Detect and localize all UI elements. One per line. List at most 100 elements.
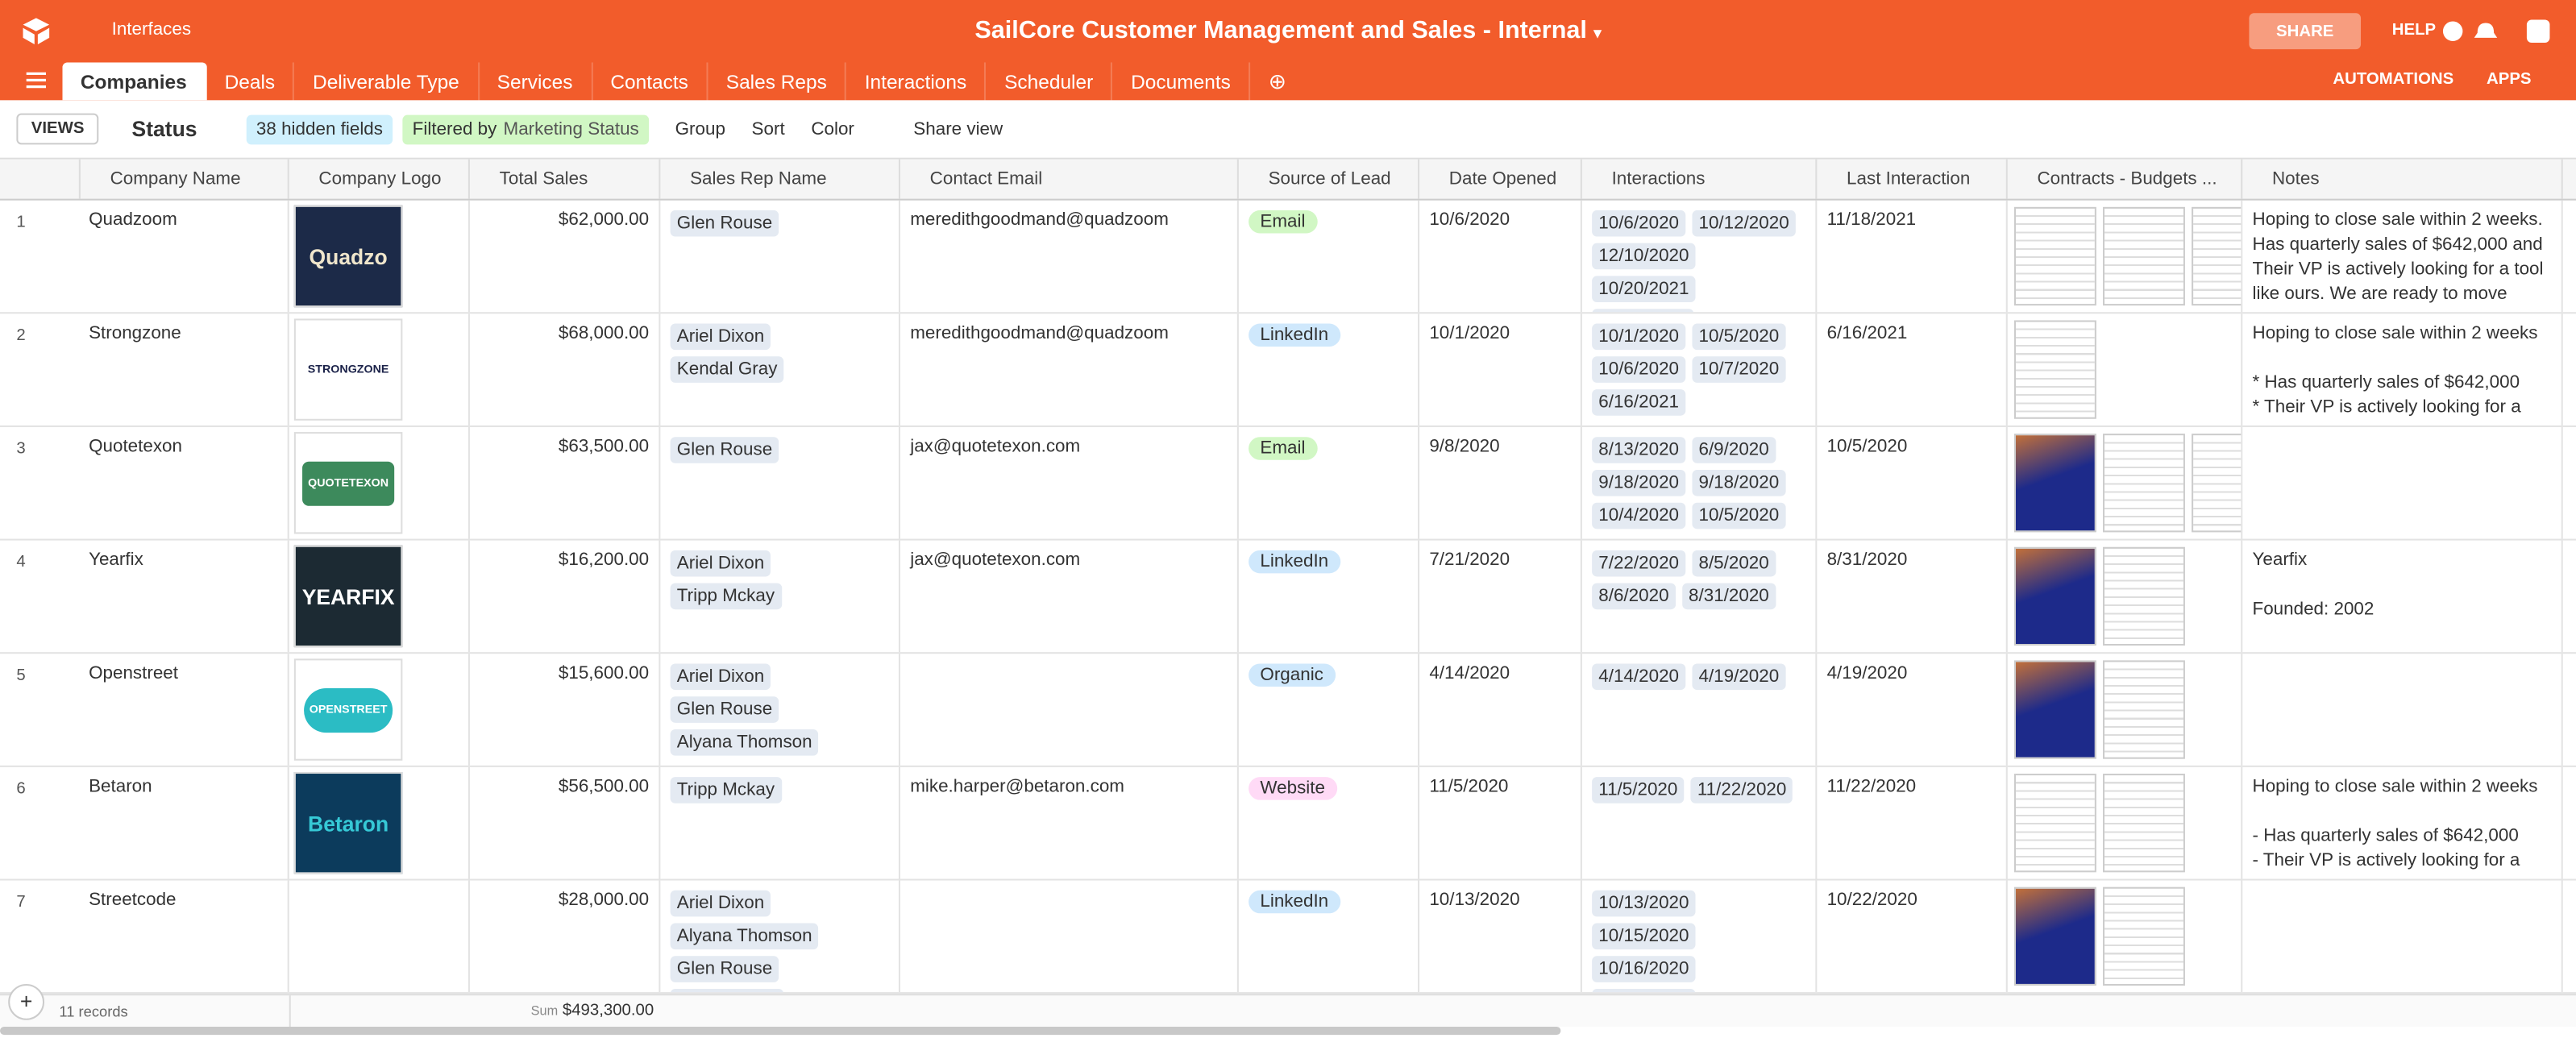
base-title-text[interactable]: SailCore Customer Management and Sales -… (974, 16, 1586, 44)
record-row[interactable]: 2StrongzoneSTRONGZONE$68,000.00Ariel Dix… (0, 313, 2576, 427)
record-row[interactable]: 1QuadzoomQuadzo$62,000.00Glen Rousemered… (0, 201, 2576, 314)
sales-rep-chip[interactable]: Kendal Gray (671, 989, 784, 992)
interaction-chip[interactable]: 7/22/2020 (1592, 550, 1685, 577)
attachment-thumbnail[interactable] (2014, 547, 2096, 646)
interaction-chip[interactable]: 10/5/2020 (1692, 503, 1785, 529)
view-name[interactable]: Status (132, 117, 197, 142)
column-header[interactable]: Notes (2242, 160, 2562, 199)
column-header[interactable]: Total Sales (470, 160, 660, 199)
interaction-chip[interactable]: 4/19/2020 (1692, 663, 1785, 690)
sales-rep-chip[interactable]: Ariel Dixon (671, 550, 771, 577)
interaction-chip[interactable]: 10/5/2020 (1692, 324, 1785, 351)
tab[interactable]: Contacts (592, 62, 708, 100)
interaction-chip[interactable]: 10/16/2020 (1592, 956, 1696, 982)
column-header[interactable]: Last Interaction (1817, 160, 2007, 199)
automations-button[interactable]: AUTOMATIONS (2333, 71, 2453, 89)
interaction-chip[interactable]: 11/22/2020 (1691, 777, 1793, 803)
attachment-thumbnail[interactable] (2192, 207, 2242, 305)
record-row[interactable]: 6BetaronBetaron$56,500.00Tripp Mckaymike… (0, 767, 2576, 881)
color-button[interactable]: Color (811, 119, 854, 139)
interaction-chip[interactable]: 10/12/2020 (1692, 210, 1796, 237)
interaction-chip[interactable]: 8/31/2020 (1682, 583, 1776, 610)
interaction-chip[interactable]: 10/1/2020 (1592, 324, 1685, 351)
interaction-chip[interactable]: 9/18/2020 (1592, 470, 1685, 496)
tab[interactable]: Documents (1113, 62, 1251, 100)
column-header[interactable]: Date Opened (1419, 160, 1582, 199)
interaction-chip[interactable]: 10/6/2020 (1592, 356, 1685, 383)
share-view-button[interactable]: Share view (913, 119, 1003, 139)
column-header[interactable]: Interactions (1582, 160, 1817, 199)
column-header[interactable]: Source of Lead (1239, 160, 1419, 199)
tab[interactable]: Companies (62, 62, 206, 100)
sort-button[interactable]: Sort (752, 119, 785, 139)
sales-rep-chip[interactable]: Ariel Dixon (671, 324, 771, 351)
horizontal-scrollbar[interactable] (0, 1027, 1560, 1035)
sales-rep-chip[interactable]: Tripp Mckay (671, 777, 782, 803)
apps-button[interactable]: APPS (2487, 71, 2532, 89)
filter-button[interactable]: Filtered byMarketing Status (402, 114, 649, 144)
column-header[interactable]: Company Name (79, 160, 289, 199)
attachment-thumbnail[interactable] (2014, 207, 2096, 305)
attachment-thumbnail[interactable] (2103, 547, 2185, 646)
interaction-chip[interactable]: 8/13/2020 (1592, 437, 1685, 463)
tab[interactable]: Deals (206, 62, 294, 100)
interaction-chip[interactable]: 4/14/2020 (1592, 663, 1685, 690)
attachment-thumbnail[interactable] (2103, 660, 2185, 758)
interaction-chip[interactable]: 11/5/2020 (1592, 777, 1684, 803)
sales-rep-chip[interactable]: Glen Rouse (671, 210, 779, 237)
attachment-thumbnail[interactable] (2103, 434, 2185, 532)
interaction-chip[interactable]: 10/6/2020 (1592, 210, 1685, 237)
interaction-chip[interactable]: 10/15/2020 (1592, 924, 1696, 950)
tab[interactable]: Deliverable Type (295, 62, 480, 100)
select-all[interactable] (0, 160, 79, 199)
sales-rep-chip[interactable]: Alyana Thomson (671, 729, 819, 756)
interaction-chip[interactable]: 10/13/2020 (1592, 891, 1696, 917)
interaction-chip[interactable]: 12/10/2020 (1592, 243, 1696, 270)
share-button[interactable]: SHARE (2249, 13, 2361, 49)
sales-rep-chip[interactable]: Kendal Gray (671, 356, 784, 383)
column-header[interactable]: Contact Email (900, 160, 1239, 199)
interaction-chip[interactable]: 8/6/2020 (1592, 583, 1676, 610)
column-header[interactable]: Contracts - Budgets ... (2008, 160, 2242, 199)
record-row[interactable]: 7Streetcode$28,000.00Ariel DixonAlyana T… (0, 881, 2576, 994)
interaction-chip[interactable]: 9/18/2020 (1692, 470, 1785, 496)
attachment-thumbnail[interactable] (2103, 774, 2185, 872)
record-row[interactable]: 4YearfixYEARFIX$16,200.00Ariel DixonTrip… (0, 541, 2576, 654)
views-button[interactable]: VIEWS (16, 114, 98, 145)
interaction-chip[interactable]: 6/9/2020 (1692, 437, 1776, 463)
interaction-chip[interactable]: 10/4/2020 (1592, 503, 1685, 529)
menu-icon[interactable] (27, 73, 46, 89)
interaction-chip[interactable]: 11/17/2021 (1592, 309, 1694, 312)
record-row[interactable]: 5OpenstreetOPENSTREET$15,600.00Ariel Dix… (0, 654, 2576, 767)
attachment-thumbnail[interactable] (2014, 320, 2096, 418)
attachment-thumbnail[interactable] (2192, 434, 2242, 532)
interaction-chip[interactable]: 6/16/2021 (1592, 389, 1685, 416)
attachment-thumbnail[interactable] (2103, 887, 2185, 986)
add-table-button[interactable]: ⊕ (1250, 62, 1304, 100)
sales-rep-chip[interactable]: Ariel Dixon (671, 663, 771, 690)
sales-rep-chip[interactable]: Ariel Dixon (671, 891, 771, 917)
attachment-thumbnail[interactable] (2014, 774, 2096, 872)
hidden-fields-button[interactable]: 38 hidden fields (247, 114, 393, 144)
tab[interactable]: Sales Reps (708, 62, 846, 100)
attachment-thumbnail[interactable] (2103, 207, 2185, 305)
sales-rep-chip[interactable]: Glen Rouse (671, 437, 779, 463)
column-header[interactable]: Company Logo (289, 160, 470, 199)
add-record-button[interactable]: + (8, 984, 44, 1020)
sales-rep-chip[interactable]: Glen Rouse (671, 956, 779, 982)
attachment-thumbnail[interactable] (2014, 434, 2096, 532)
attachment-thumbnail[interactable] (2014, 660, 2096, 758)
interaction-chip[interactable]: 8/5/2020 (1692, 550, 1776, 577)
attachment-thumbnail[interactable] (2014, 887, 2096, 986)
help-button[interactable]: HELP (2392, 21, 2436, 39)
interaction-chip[interactable]: 10/20/2021 (1592, 276, 1696, 302)
tab[interactable]: Services (479, 62, 592, 100)
interaction-chip[interactable]: 10/19/2020 (1592, 989, 1696, 992)
base-title[interactable]: SailCore Customer Management and Sales -… (0, 16, 2576, 44)
interaction-chip[interactable]: 10/7/2020 (1692, 356, 1785, 383)
record-row[interactable]: 3QuotetexonQUOTETEXON$63,500.00Glen Rous… (0, 427, 2576, 541)
sales-rep-chip[interactable]: Tripp Mckay (671, 583, 782, 610)
group-button[interactable]: Group (675, 119, 725, 139)
tab[interactable]: Scheduler (987, 62, 1113, 100)
tab[interactable]: Interactions (846, 62, 986, 100)
